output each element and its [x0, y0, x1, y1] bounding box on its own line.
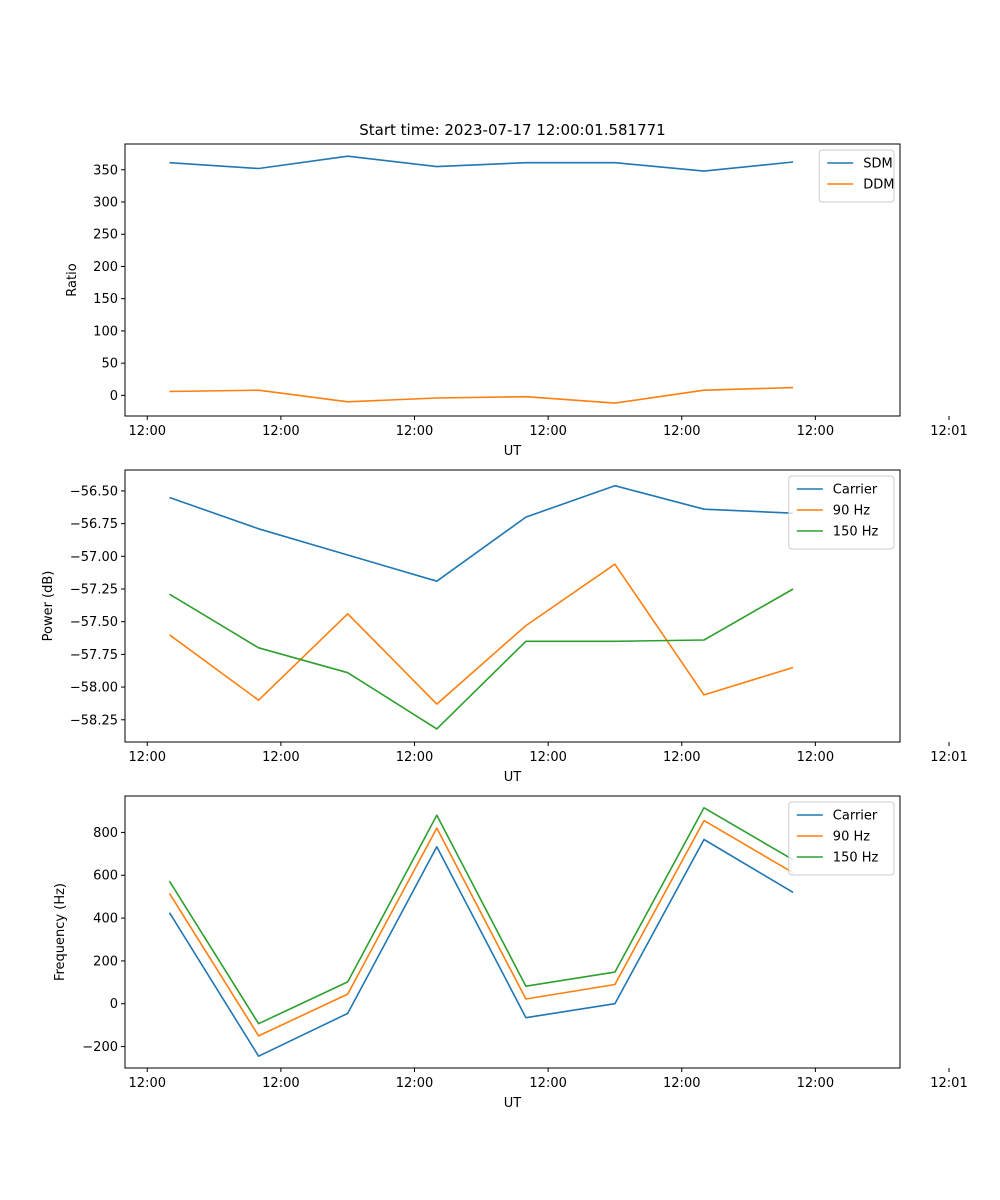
series-line-150-hz: [169, 588, 794, 730]
series-line-150-hz: [168, 806, 794, 1025]
y-tick-label: −57.50: [70, 615, 118, 630]
y-tick-label: 250: [93, 228, 118, 243]
legend-label: SDM: [863, 157, 892, 172]
y-tick-label: −57.00: [70, 550, 118, 565]
axes-frame: [124, 143, 901, 417]
y-tick-label: 200: [93, 260, 118, 275]
x-tick-label: 12:01: [930, 424, 967, 439]
legend: Carrier 90 Hz 150 Hz: [788, 475, 895, 550]
chart-panels: Start time: 2023-07-17 12:00:01.581771 12…: [41, 121, 968, 1111]
chart-title: Start time: 2023-07-17 12:00:01.581771: [359, 121, 665, 139]
x-tick-label: 12:00: [663, 750, 700, 765]
x-tick-label: 12:00: [396, 750, 433, 765]
series-line-sdm: [169, 155, 794, 172]
y-tick-label: 150: [93, 292, 118, 307]
x-axis-label: UT: [504, 770, 522, 785]
y-tick-label: −200: [82, 1040, 118, 1055]
y-tick-label: 200: [93, 954, 118, 969]
x-tick-label: 12:00: [797, 1076, 834, 1091]
x-tick-label: 12:00: [262, 424, 299, 439]
y-tick-label: 0: [110, 389, 118, 404]
x-tick-label: 12:00: [262, 1076, 299, 1091]
y-axis-label: Frequency (Hz): [53, 883, 68, 981]
y-tick-label: 300: [93, 196, 118, 211]
y-tick-label: 600: [93, 869, 118, 884]
series-line-carrier: [168, 838, 794, 1057]
legend: Carrier 90 Hz 150 Hz: [788, 801, 895, 876]
x-axis-label: UT: [504, 444, 522, 459]
x-tick-label: 12:00: [396, 424, 433, 439]
legend-label: Carrier: [833, 483, 878, 498]
y-tick-label: 400: [93, 912, 118, 927]
x-tick-label: 12:00: [129, 750, 166, 765]
x-tick-label: 12:00: [529, 424, 566, 439]
x-tick-label: 12:00: [396, 1076, 433, 1091]
y-tick-label: 800: [93, 826, 118, 841]
y-tick-label: −57.25: [70, 583, 118, 598]
axes-frame: [124, 795, 901, 1069]
legend-label: 150 Hz: [833, 525, 879, 540]
legend-label: 90 Hz: [833, 830, 870, 845]
x-tick-label: 12:01: [930, 750, 967, 765]
x-tick-label: 12:00: [529, 750, 566, 765]
series-line-ddm: [169, 386, 794, 404]
series-line-90-hz: [168, 819, 794, 1037]
x-tick-label: 12:00: [262, 750, 299, 765]
y-tick-label: −56.50: [70, 484, 118, 499]
x-tick-label: 12:00: [663, 1076, 700, 1091]
y-tick-label: −58.00: [70, 681, 118, 696]
series-line-carrier: [169, 484, 794, 583]
legend-label: Carrier: [833, 809, 878, 824]
series-line-90-hz: [169, 563, 794, 705]
chart-panel-3: 12:00 12:00 12:00 12:00 12:00 12:00 12:01 −200 0…: [53, 795, 968, 1111]
legend-label: DDM: [863, 178, 894, 193]
y-axis-label: Ratio: [65, 263, 80, 296]
x-tick-label: 12:00: [129, 424, 166, 439]
y-axis-label: Power (dB): [41, 571, 56, 642]
legend: SDM DDM: [818, 149, 895, 203]
x-tick-label: 12:00: [797, 750, 834, 765]
x-tick-label: 12:00: [529, 1076, 566, 1091]
x-axis-label: UT: [504, 1096, 522, 1111]
chart-panel-2: 12:00 12:00 12:00 12:00 12:00 12:00 12:01 −58.2…: [41, 469, 968, 785]
x-tick-label: 12:00: [663, 424, 700, 439]
legend-label: 150 Hz: [833, 851, 879, 866]
x-tick-label: 12:00: [129, 1076, 166, 1091]
y-tick-label: −57.75: [70, 648, 118, 663]
legend-label: 90 Hz: [833, 504, 870, 519]
axes-frame: [124, 469, 901, 743]
y-tick-label: 100: [93, 324, 118, 339]
y-tick-label: 350: [93, 163, 118, 178]
y-tick-label: −56.75: [70, 517, 118, 532]
y-tick-label: −58.25: [70, 713, 118, 728]
x-tick-label: 12:00: [797, 424, 834, 439]
x-tick-label: 12:01: [930, 1076, 967, 1091]
chart-panel-1: Start time: 2023-07-17 12:00:01.581771 12…: [65, 121, 968, 459]
y-tick-label: 50: [101, 357, 118, 372]
y-tick-label: 0: [110, 997, 118, 1012]
